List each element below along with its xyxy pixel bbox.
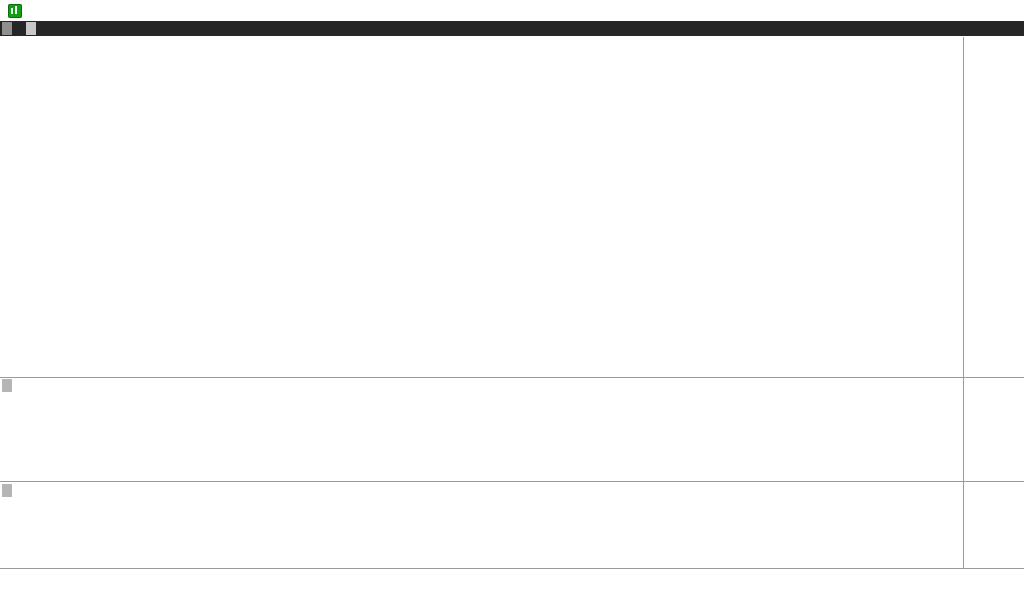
volume-rsi-separator (0, 481, 1024, 482)
indicator-legend-bar (0, 21, 1024, 36)
indicator-ma200[interactable] (50, 22, 60, 35)
volume-panel-label[interactable] (2, 379, 12, 392)
indicator-ma20[interactable] (14, 22, 24, 35)
price-axis[interactable] (963, 37, 1024, 377)
rsi-panel-label[interactable] (2, 484, 12, 497)
indicator-price[interactable] (2, 22, 12, 35)
axis-separator (963, 37, 964, 568)
volume-axis[interactable] (963, 378, 1024, 481)
indicator-ma50[interactable] (38, 22, 48, 35)
rsi-axis[interactable] (963, 482, 1024, 568)
price-volume-separator (0, 377, 1024, 378)
time-axis[interactable] (0, 569, 963, 600)
rsi-timeaxis-separator (0, 568, 1024, 569)
prorealtime-logo-icon (8, 3, 22, 18)
header-bar (0, 0, 1024, 22)
indicator-macd[interactable] (26, 22, 36, 35)
